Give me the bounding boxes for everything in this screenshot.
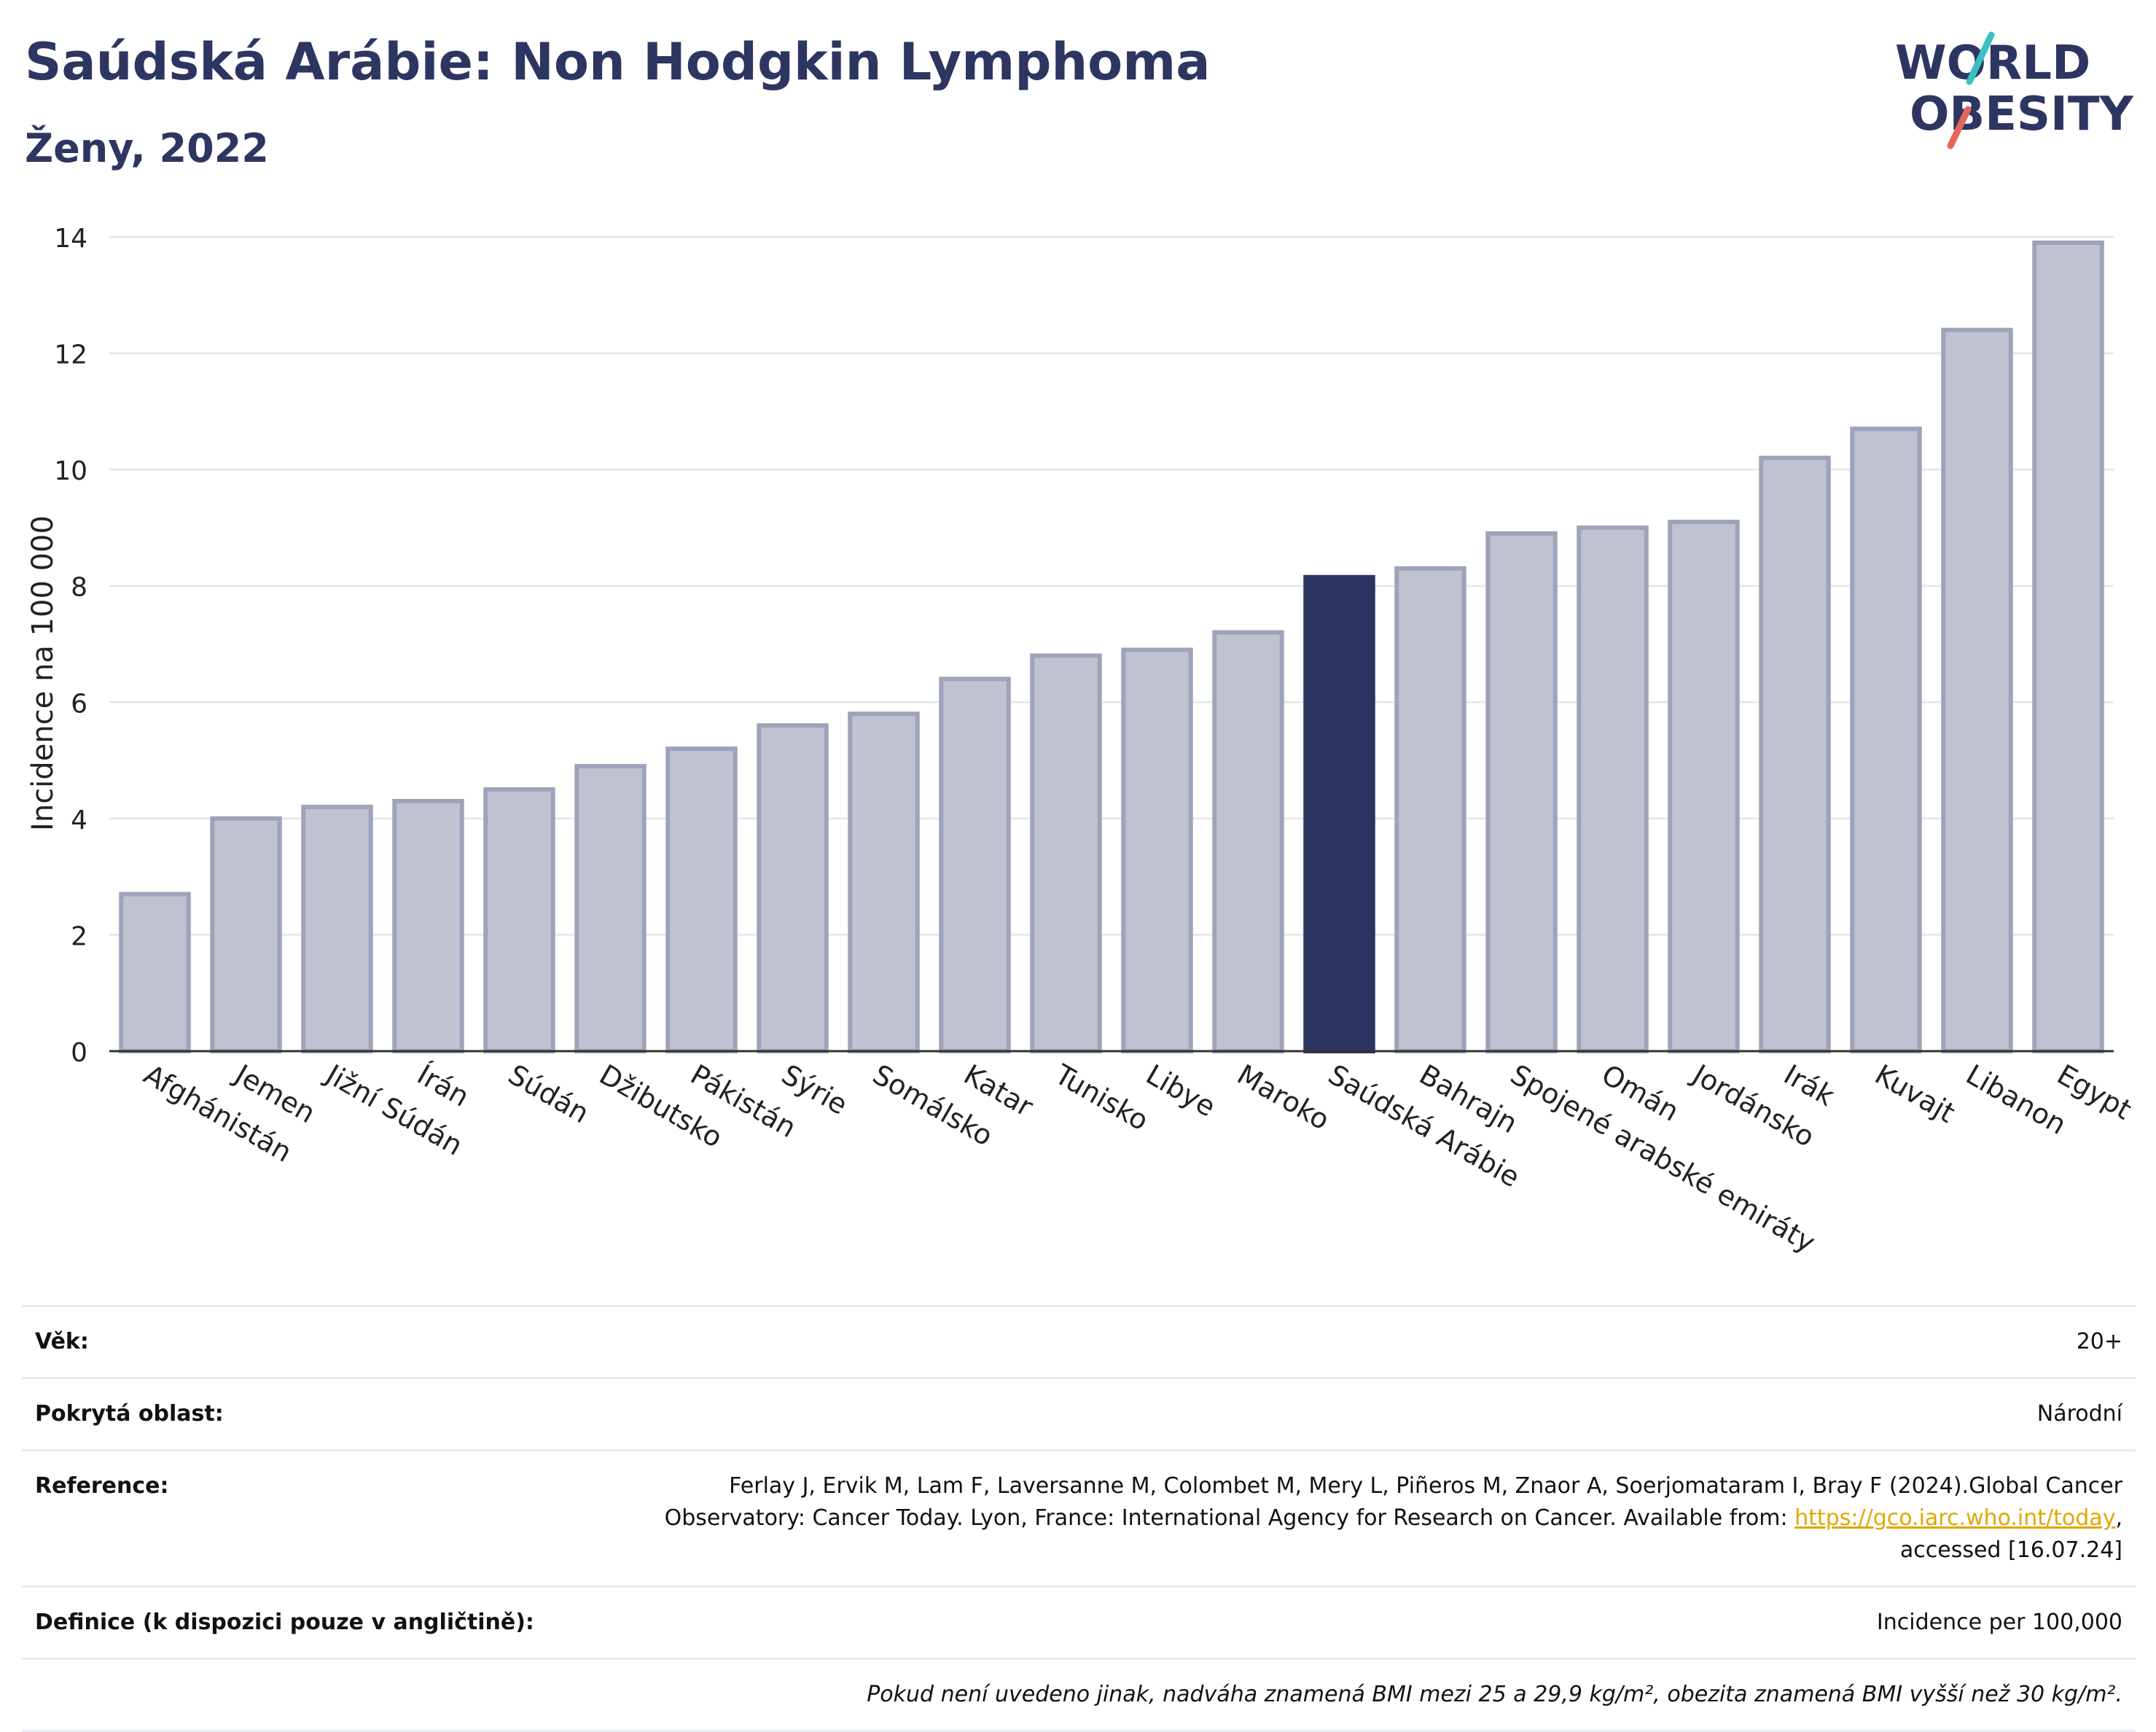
reference-value: Ferlay J, Ervik M, Lam F, Laversanne M, … <box>628 1470 2122 1567</box>
reference-accessed: , accessed [16.07.24] <box>1899 1505 2122 1563</box>
bar-10 <box>1030 653 1102 1053</box>
logo-line2: OBESITY <box>1910 87 2133 141</box>
y-tick-label: 0 <box>71 1038 87 1068</box>
bar-17 <box>1668 519 1740 1053</box>
page-subtitle: Ženy, 2022 <box>25 125 269 171</box>
bar-12 <box>1212 630 1284 1053</box>
age-label: Věk: <box>35 1329 89 1354</box>
bar-14 <box>1394 566 1466 1053</box>
y-axis-label: Incidence na 100 000 <box>26 515 60 831</box>
info-row-note: Pokud není uvedeno jinak, nadváha znamen… <box>22 1658 2136 1732</box>
bar-13 <box>1303 574 1375 1054</box>
reference-label: Reference: <box>35 1473 169 1499</box>
definition-label: Definice (k dispozici pouze v angličtině… <box>35 1610 534 1635</box>
x-tick-label: Írán <box>412 1058 474 1113</box>
x-tick-label: Súdán <box>503 1058 595 1130</box>
bar-2 <box>301 804 373 1054</box>
logo-slash-teal <box>1966 31 1995 85</box>
logo-slash-red <box>1947 106 1972 149</box>
bar-1 <box>210 816 282 1053</box>
info-row-definition: Definice (k dispozici pouze v angličtině… <box>22 1585 2136 1658</box>
page-title: Saúdská Arábie: Non Hodgkin Lymphoma <box>25 32 1211 92</box>
bar-11 <box>1121 647 1193 1053</box>
bar-21 <box>2032 240 2104 1054</box>
bar-4 <box>483 787 555 1053</box>
y-tick-label: 14 <box>54 224 87 254</box>
info-row-area: Pokrytá oblast: Národní <box>22 1377 2136 1449</box>
y-tick-labels: 0 2 4 6 8 10 12 14 <box>54 224 87 1068</box>
area-label: Pokrytá oblast: <box>35 1401 224 1427</box>
x-tick-label: Libye <box>1141 1058 1221 1123</box>
bar-16 <box>1577 525 1649 1053</box>
bar-6 <box>665 746 738 1053</box>
age-value: 20+ <box>2076 1329 2122 1354</box>
x-tick-label: Libanon <box>1961 1058 2071 1141</box>
bar-5 <box>574 764 647 1053</box>
bar-19 <box>1850 426 1922 1053</box>
reference-text: Ferlay J, Ervik M, Lam F, Laversanne M, … <box>664 1473 2122 1531</box>
y-tick-label: 10 <box>54 456 87 486</box>
bar-7 <box>757 723 829 1053</box>
logo-line1: WORLD <box>1895 36 2090 90</box>
y-tick-label: 2 <box>71 921 87 951</box>
bmi-note: Pokud není uvedeno jinak, nadváha znamen… <box>867 1682 2122 1707</box>
bar-0 <box>119 892 191 1053</box>
x-tick-label: Maroko <box>1232 1058 1335 1136</box>
bar-8 <box>848 711 920 1053</box>
world-obesity-logo: WORLD OBESITY <box>1895 31 2133 149</box>
x-tick-label: Kuvajt <box>1870 1058 1960 1129</box>
info-row-reference: Reference: Ferlay J, Ervik M, Lam F, Lav… <box>22 1449 2136 1585</box>
bar-15 <box>1485 531 1558 1053</box>
bar-20 <box>1941 327 2013 1053</box>
y-tick-label: 4 <box>71 805 87 835</box>
bar-9 <box>939 676 1011 1053</box>
reference-link[interactable]: https://gco.iarc.who.int/today <box>1794 1505 2116 1531</box>
x-tick-label: Tunisko <box>1049 1058 1154 1137</box>
bar-3 <box>392 798 464 1054</box>
x-tick-label: Irák <box>1778 1058 1840 1112</box>
y-tick-label: 6 <box>71 689 87 719</box>
info-table: Věk: 20+ Pokrytá oblast: Národní Referen… <box>22 1305 2136 1732</box>
bar-18 <box>1759 456 1831 1053</box>
y-tick-label: 12 <box>54 340 87 370</box>
area-value: Národní <box>2036 1401 2122 1427</box>
info-row-age: Věk: 20+ <box>22 1305 2136 1377</box>
bars <box>119 240 2104 1054</box>
y-tick-label: 8 <box>71 573 87 603</box>
definition-value: Incidence per 100,000 <box>1876 1610 2122 1635</box>
